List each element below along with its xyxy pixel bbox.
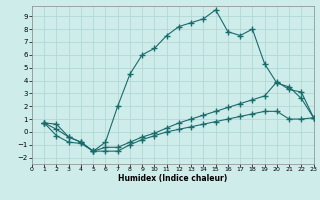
X-axis label: Humidex (Indice chaleur): Humidex (Indice chaleur) [118,174,228,183]
